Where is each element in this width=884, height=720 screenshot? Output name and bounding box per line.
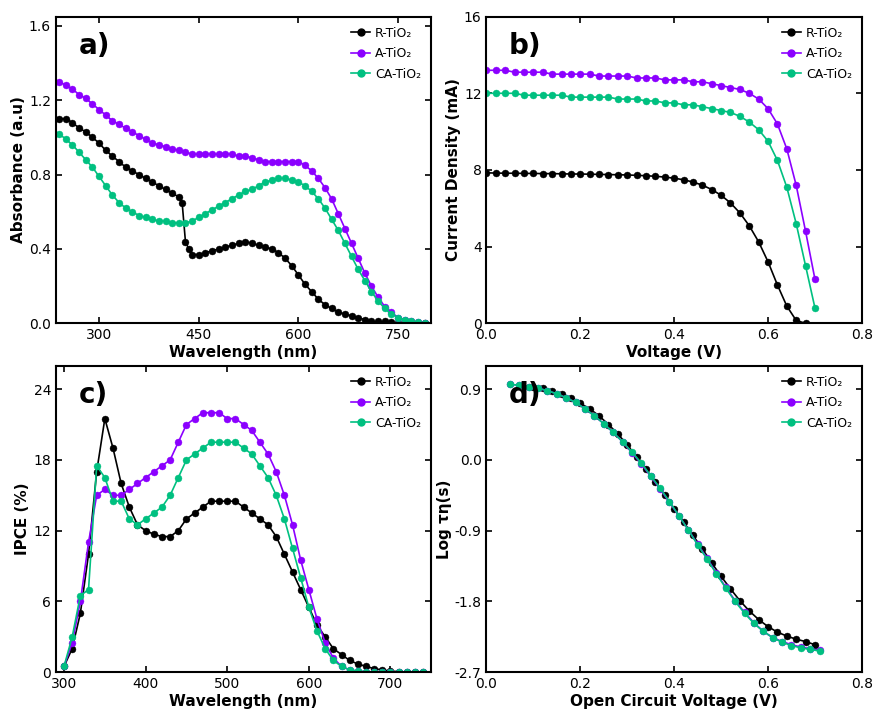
Text: d): d) — [509, 381, 542, 409]
Legend: R-TiO₂, A-TiO₂, CA-TiO₂: R-TiO₂, A-TiO₂, CA-TiO₂ — [778, 372, 856, 433]
Y-axis label: Current Density (mA): Current Density (mA) — [446, 78, 461, 261]
X-axis label: Voltage (V): Voltage (V) — [626, 345, 722, 360]
X-axis label: Wavelength (nm): Wavelength (nm) — [170, 345, 317, 360]
Legend: R-TiO₂, A-TiO₂, CA-TiO₂: R-TiO₂, A-TiO₂, CA-TiO₂ — [778, 23, 856, 84]
Text: a): a) — [79, 32, 110, 60]
X-axis label: Open Circuit Voltage (V): Open Circuit Voltage (V) — [570, 694, 778, 709]
Text: b): b) — [509, 32, 542, 60]
X-axis label: Wavelength (nm): Wavelength (nm) — [170, 694, 317, 709]
Legend: R-TiO₂, A-TiO₂, CA-TiO₂: R-TiO₂, A-TiO₂, CA-TiO₂ — [347, 372, 425, 433]
Y-axis label: Log τη(s): Log τη(s) — [437, 480, 452, 559]
Y-axis label: Absorbance (a.u): Absorbance (a.u) — [11, 96, 27, 243]
Y-axis label: IPCE (%): IPCE (%) — [16, 482, 30, 555]
Text: c): c) — [79, 381, 108, 409]
Legend: R-TiO₂, A-TiO₂, CA-TiO₂: R-TiO₂, A-TiO₂, CA-TiO₂ — [347, 23, 425, 84]
